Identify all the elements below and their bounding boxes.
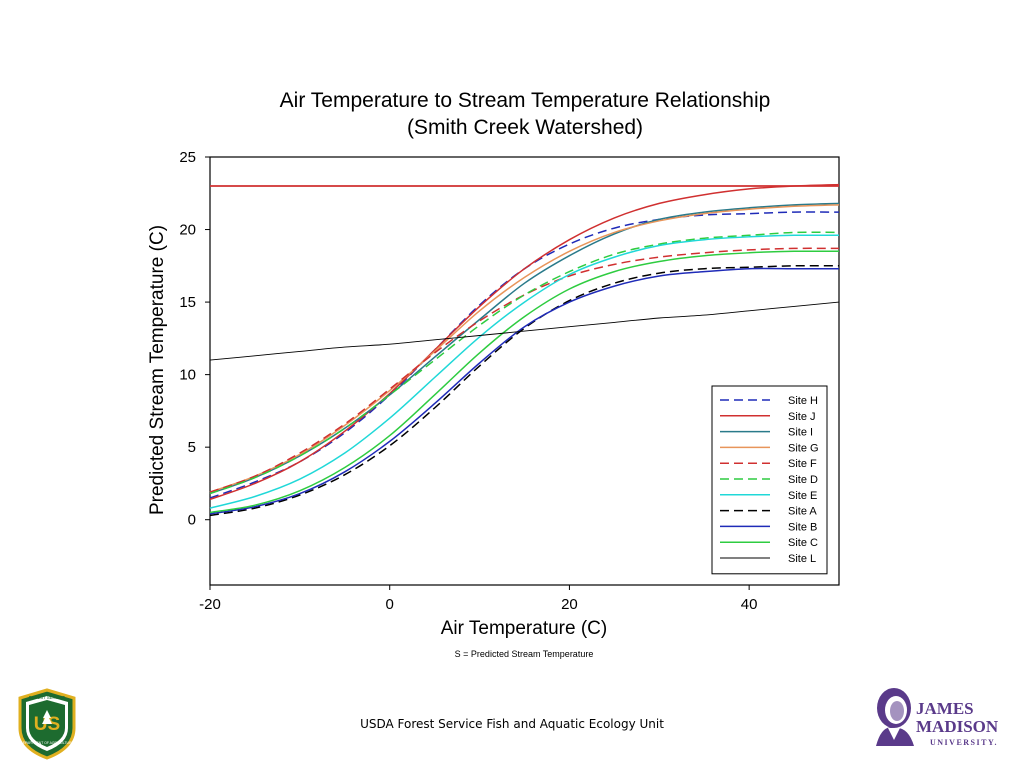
legend-label: Site B [788, 521, 817, 533]
legend-label: Site H [788, 395, 818, 407]
series-line-site-c [209, 250, 840, 514]
y-tick-label: 10 [179, 367, 196, 384]
series-line-site-g [209, 204, 840, 493]
legend: Site H Site J Site I Site G Site F Site D Site… [711, 385, 828, 575]
usfs-shield-logo: FOREST SERVICE US DEPARTMENT OF AGRICULT… [18, 688, 76, 760]
y-tick-label: 25 [179, 149, 196, 166]
y-axis-label: Predicted Stream Temperature (C) [147, 225, 168, 515]
legend-label: Site I [788, 427, 813, 439]
legend-label: Site J [788, 411, 816, 423]
legend-label: Site L [788, 553, 816, 565]
chart-title: Air Temperature to Stream Temperature Re… [280, 89, 771, 112]
chart-subtitle: (Smith Creek Watershed) [407, 116, 643, 139]
x-tick-label: 20 [561, 596, 578, 613]
legend-label: Site E [788, 490, 817, 502]
series-line-site-d [209, 231, 840, 495]
usfs-bottom-text: DEPARTMENT OF AGRICULTURE [20, 741, 74, 745]
chart-note: S = Predicted Stream Temperature [455, 649, 594, 659]
x-tick-label: -20 [199, 596, 221, 613]
legend-label: Site C [788, 537, 818, 549]
jmu-logo: JAMES MADISON UNIVERSITY. [876, 688, 999, 747]
y-tick-label: 20 [179, 222, 196, 239]
y-tick-label: 0 [188, 512, 196, 529]
series-line-site-j [209, 183, 840, 501]
x-axis-label: Air Temperature (C) [441, 618, 607, 639]
jmu-james: JAMES [916, 699, 974, 718]
plot-frame [209, 156, 840, 586]
series-line-site-f [209, 247, 840, 493]
tree-icon [42, 710, 52, 724]
series-line-site-a [209, 264, 840, 517]
x-tick-label: 0 [386, 596, 394, 613]
y-tick-label: 15 [179, 294, 196, 311]
legend-label: Site F [788, 458, 817, 470]
series-line-site-l [209, 301, 840, 361]
legend-label: Site G [788, 442, 819, 454]
axis-layer: -20 0 20 40 0 5 10 15 20 25 [179, 149, 757, 613]
jmu-madison: MADISON [916, 717, 999, 736]
series-line-site-e [209, 234, 840, 509]
legend-label: Site A [788, 506, 817, 518]
footer-text: USDA Forest Service Fish and Aquatic Eco… [360, 717, 664, 731]
y-tick-label: 5 [188, 439, 196, 456]
jmu-university: UNIVERSITY. [930, 738, 998, 747]
madison-portrait-icon [876, 688, 914, 746]
usfs-top-text: FOREST SERVICE [29, 695, 66, 700]
legend-label: Site D [788, 474, 818, 486]
x-tick-label: 40 [741, 596, 758, 613]
series-layer [209, 183, 840, 517]
series-line-site-b [209, 267, 839, 515]
usfs-letters: US [34, 714, 60, 735]
